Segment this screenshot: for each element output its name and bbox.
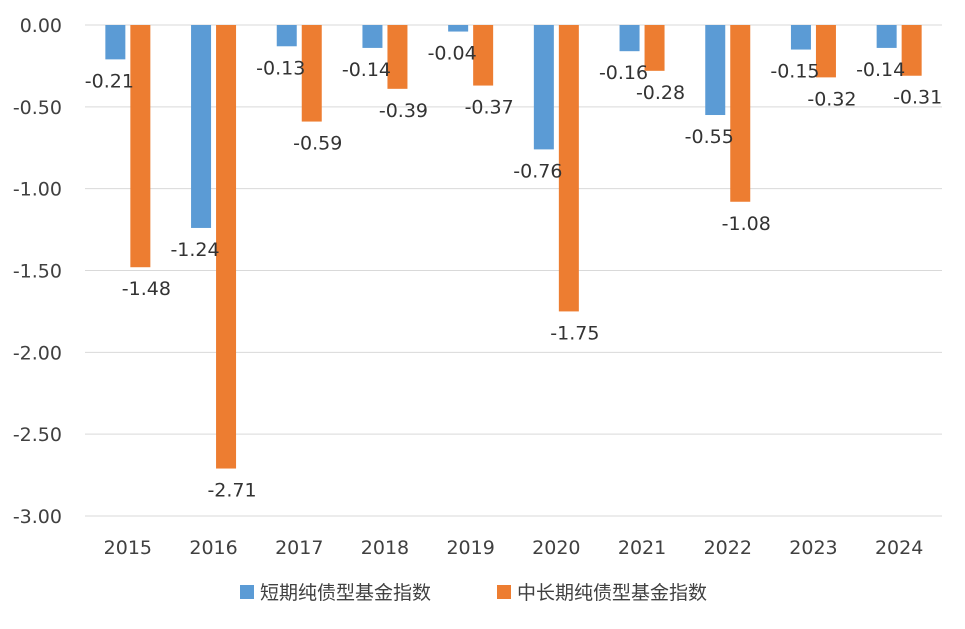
x-tick-label: 2021 xyxy=(618,537,666,559)
bar-series-1[interactable] xyxy=(876,25,897,48)
bar-series-2[interactable] xyxy=(644,25,665,71)
bar-series-1[interactable] xyxy=(448,25,469,32)
x-tick-label: 2016 xyxy=(189,537,237,559)
y-tick-label: -2.00 xyxy=(13,342,62,364)
bar-series-2[interactable] xyxy=(301,25,322,122)
data-label: -1.24 xyxy=(170,239,219,261)
data-label: -0.32 xyxy=(807,88,856,110)
legend-label[interactable]: 中长期纯债型基金指数 xyxy=(517,582,707,604)
data-label: -0.59 xyxy=(293,133,342,155)
data-label: -0.04 xyxy=(428,43,477,65)
bar-series-2[interactable] xyxy=(216,25,237,469)
data-label: -1.08 xyxy=(722,213,771,235)
y-tick-label: -1.00 xyxy=(13,179,62,201)
bar-series-2[interactable] xyxy=(130,25,151,268)
data-label: -1.75 xyxy=(550,322,599,344)
x-tick-label: 2017 xyxy=(275,537,323,559)
x-tick-label: 2020 xyxy=(532,537,580,559)
y-tick-label: -2.50 xyxy=(13,424,62,446)
y-tick-label: -1.50 xyxy=(13,261,62,283)
bar-series-2[interactable] xyxy=(815,25,836,78)
bar-series-1[interactable] xyxy=(619,25,640,52)
bar-series-1[interactable] xyxy=(533,25,554,150)
data-label: -0.37 xyxy=(465,97,514,119)
data-label: -0.28 xyxy=(636,82,685,104)
data-label: -0.39 xyxy=(379,100,428,122)
bar-series-1[interactable] xyxy=(362,25,383,48)
data-labels: -0.21 -1.48 -1.24 -2.71 -0.13 -0.59 -0.14 -0.39… xyxy=(85,43,942,502)
legend-swatch xyxy=(240,585,254,599)
bar-series-1[interactable] xyxy=(105,25,126,60)
data-label: -0.13 xyxy=(256,57,305,79)
legend-label[interactable]: 短期纯债型基金指数 xyxy=(260,582,431,604)
bars xyxy=(105,25,922,469)
data-label: -0.15 xyxy=(770,61,819,83)
x-axis-ticks: 2015 2016 2017 2018 2019 2020 2021 2022 2023 2024 xyxy=(104,537,924,559)
data-label: -0.31 xyxy=(893,87,942,109)
legend-swatch xyxy=(497,585,511,599)
legend[interactable]: 短期纯债型基金指数 中长期纯债型基金指数 xyxy=(240,582,707,604)
x-tick-label: 2024 xyxy=(875,537,923,559)
x-tick-label: 2023 xyxy=(789,537,837,559)
y-tick-label: 0.00 xyxy=(20,15,62,37)
data-label: -0.76 xyxy=(513,160,562,182)
y-tick-label: -0.50 xyxy=(13,97,62,119)
bar-series-1[interactable] xyxy=(276,25,297,47)
bar-series-2[interactable] xyxy=(901,25,922,76)
bar-series-2[interactable] xyxy=(558,25,579,312)
bar-series-1[interactable] xyxy=(705,25,726,116)
y-axis-ticks: 0.00 -0.50 -1.00 -1.50 -2.00 -2.50 -3.00 xyxy=(13,15,62,528)
x-tick-label: 2015 xyxy=(104,537,152,559)
x-tick-label: 2018 xyxy=(361,537,409,559)
x-tick-label: 2022 xyxy=(704,537,752,559)
bar-series-2[interactable] xyxy=(730,25,751,202)
bar-series-2[interactable] xyxy=(473,25,494,86)
data-label: -2.71 xyxy=(207,480,256,502)
bar-series-2[interactable] xyxy=(387,25,408,89)
data-label: -0.55 xyxy=(685,126,734,148)
data-label: -1.48 xyxy=(122,278,171,300)
data-label: -0.14 xyxy=(342,59,391,81)
x-tick-label: 2019 xyxy=(446,537,494,559)
data-label: -0.21 xyxy=(85,70,134,92)
data-label: -0.14 xyxy=(856,59,905,81)
bar-series-1[interactable] xyxy=(790,25,811,50)
bar-series-1[interactable] xyxy=(191,25,212,228)
y-tick-label: -3.00 xyxy=(13,506,62,528)
data-label: -0.16 xyxy=(599,62,648,84)
